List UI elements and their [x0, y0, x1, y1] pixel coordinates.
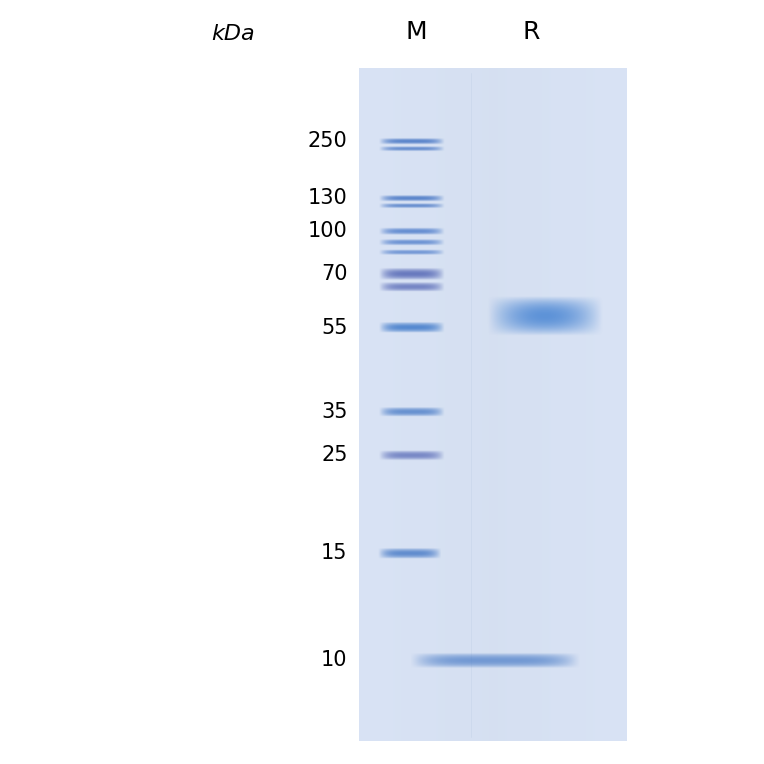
- Text: 25: 25: [321, 445, 348, 465]
- Text: 70: 70: [321, 264, 348, 283]
- Text: 35: 35: [321, 402, 348, 422]
- Text: kDa: kDa: [211, 24, 255, 44]
- Text: R: R: [523, 20, 539, 44]
- Text: 250: 250: [308, 131, 348, 151]
- Text: 10: 10: [321, 650, 348, 670]
- Text: 100: 100: [308, 222, 348, 241]
- Text: 15: 15: [321, 543, 348, 563]
- Text: 55: 55: [321, 318, 348, 338]
- Text: 130: 130: [308, 188, 348, 208]
- Text: M: M: [406, 20, 427, 44]
- Bar: [359, 69, 626, 741]
